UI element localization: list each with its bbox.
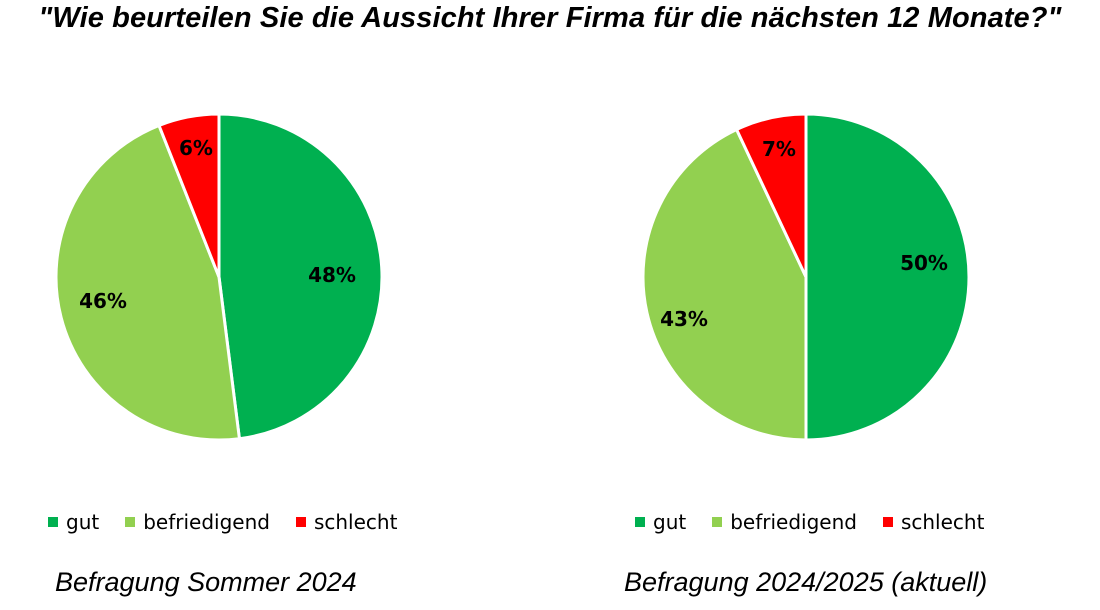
legend-item-schlecht: schlecht: [295, 510, 398, 534]
slice-label-gut: 48%: [308, 263, 356, 287]
pie-slice-schlecht: [735, 112, 808, 279]
pie-slices: [641, 112, 971, 442]
legend-2: gut befriedigend schlecht: [635, 510, 1010, 534]
legend-swatch-gut-icon: [48, 517, 58, 527]
slice-label-befriedigend: 43%: [660, 307, 708, 331]
slice-label-schlecht: 6%: [179, 136, 213, 160]
slice-label-gut: 50%: [900, 251, 948, 275]
chart-title: "Wie beurteilen Sie die Aussicht Ihrer F…: [38, 2, 1062, 34]
legend-item-gut: gut: [48, 510, 99, 534]
slice-label-schlecht: 7%: [762, 137, 796, 161]
legend-swatch-gut-icon: [635, 517, 645, 527]
caption-sommer-2024: Befragung Sommer 2024: [55, 567, 357, 597]
legend-label: schlecht: [900, 510, 985, 534]
pie-svg-2: 50% 43% 7%: [641, 112, 971, 442]
legend-swatch-befriedigend-icon: [125, 517, 136, 527]
pie-slice-gut: [217, 112, 384, 441]
pie-slices: [54, 112, 384, 442]
legend-swatch-schlecht-icon: [295, 517, 306, 527]
legend-label: befriedigend: [143, 510, 270, 534]
pie-slice-gut: [804, 112, 971, 442]
legend-swatch-schlecht-icon: [882, 517, 893, 527]
legend-item-befriedigend: befriedigend: [125, 510, 270, 534]
legend-label: gut: [653, 510, 687, 534]
legend-label: befriedigend: [730, 510, 857, 534]
pie-svg-1: 48% 46% 6%: [54, 112, 384, 442]
legend-item-gut: gut: [635, 510, 686, 534]
legend-item-schlecht: schlecht: [882, 510, 985, 534]
legend-swatch-befriedigend-icon: [712, 517, 723, 527]
legend-1: gut befriedigend schlecht: [48, 510, 423, 534]
caption-2024-2025: Befragung 2024/2025 (aktuell): [624, 567, 988, 597]
pie-chart-2024-2025: 50% 43% 7%: [637, 104, 977, 449]
pie-slice-befriedigend: [54, 123, 241, 442]
legend-label: schlecht: [313, 510, 398, 534]
pie-chart-sommer-2024: 48% 46% 6%: [50, 104, 390, 449]
legend-label: gut: [66, 510, 100, 534]
pie-slice-schlecht: [157, 112, 221, 279]
legend-item-befriedigend: befriedigend: [712, 510, 857, 534]
slice-label-befriedigend: 46%: [79, 289, 127, 313]
pie-slice-befriedigend: [641, 128, 808, 442]
